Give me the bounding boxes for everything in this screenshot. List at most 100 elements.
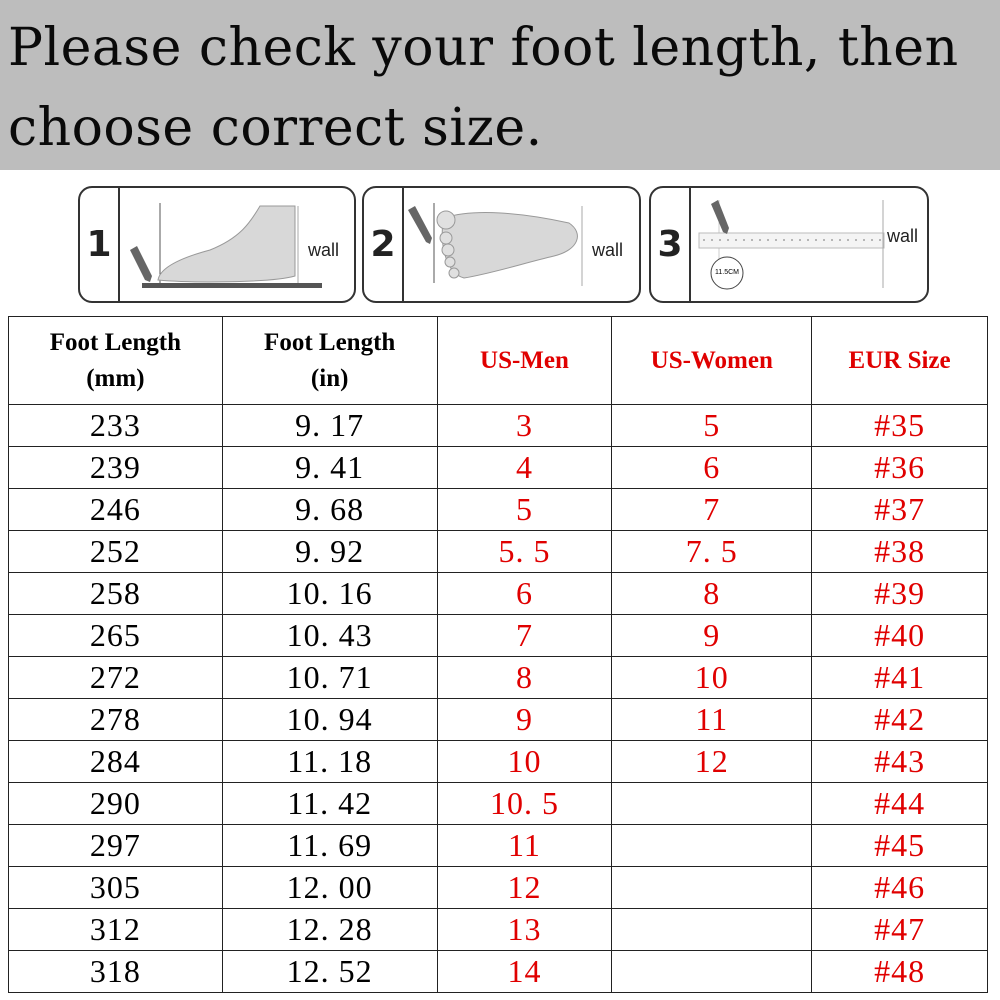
- header-us-women: US-Women: [611, 316, 813, 405]
- cell-foot-length-mm: 290: [8, 782, 223, 825]
- cell-foot-length-in: 10. 94: [221, 698, 438, 741]
- cell-foot-length-in: 12. 52: [221, 950, 438, 993]
- cell-eur-size: #39: [811, 572, 988, 615]
- cell-us-women: 11: [611, 698, 813, 741]
- cell-us-men: 14: [436, 950, 613, 993]
- cell-us-women: [611, 824, 813, 867]
- pencil-icon: [130, 246, 152, 282]
- cell-us-women: 6: [611, 446, 813, 489]
- cell-foot-length-in: 11. 69: [221, 824, 438, 867]
- cell-us-men: 11: [436, 824, 613, 867]
- cell-foot-length-mm: 297: [8, 824, 223, 867]
- size-chart-table: Foot Length (mm) Foot Length (in) US-Men U…: [8, 316, 988, 993]
- cell-eur-size: #48: [811, 950, 988, 993]
- table-row: 305 12. 00 12 #46: [8, 866, 988, 909]
- cell-us-women: 9: [611, 614, 813, 657]
- cell-us-women: [611, 782, 813, 825]
- cell-foot-length-in: 9. 41: [221, 446, 438, 489]
- step-number: 1: [80, 188, 120, 301]
- table-row: 246 9. 68 5 7 #37: [8, 488, 988, 531]
- table-row: 290 11. 42 10. 5 #44: [8, 782, 988, 825]
- header-eur-size: EUR Size: [811, 316, 988, 405]
- cell-foot-length-mm: 239: [8, 446, 223, 489]
- foot-top-illustration: [408, 203, 583, 286]
- step-2-panel: 2 wall: [362, 186, 641, 303]
- table-row: 312 12. 28 13 #47: [8, 908, 988, 951]
- cell-foot-length-in: 9. 68: [221, 488, 438, 531]
- cell-us-women: 5: [611, 404, 813, 447]
- cell-foot-length-in: 11. 18: [221, 740, 438, 783]
- cell-foot-length-in: 9. 92: [221, 530, 438, 573]
- header-us-men: US-Men: [436, 316, 613, 405]
- title-banner: Please check your foot length, then choo…: [0, 0, 1000, 170]
- table-row: 258 10. 16 6 8 #39: [8, 572, 988, 615]
- cell-foot-length-mm: 278: [8, 698, 223, 741]
- cell-us-men: 5: [436, 488, 613, 531]
- cell-us-women: 7: [611, 488, 813, 531]
- table-row: 297 11. 69 11 #45: [8, 824, 988, 867]
- cell-eur-size: #36: [811, 446, 988, 489]
- cell-foot-length-mm: 258: [8, 572, 223, 615]
- step-1-panel: 1 wall: [78, 186, 356, 303]
- cell-us-men: 4: [436, 446, 613, 489]
- step-number: 3: [651, 188, 691, 301]
- table-row: 239 9. 41 4 6 #36: [8, 446, 988, 489]
- cell-eur-size: #43: [811, 740, 988, 783]
- cell-foot-length-mm: 233: [8, 404, 223, 447]
- cell-us-women: 12: [611, 740, 813, 783]
- cell-foot-length-in: 12. 00: [221, 866, 438, 909]
- cell-eur-size: #40: [811, 614, 988, 657]
- cell-foot-length-in: 12. 28: [221, 908, 438, 951]
- table-row: 278 10. 94 9 11 #42: [8, 698, 988, 741]
- banner-title: Please check your foot length, then choo…: [8, 18, 959, 158]
- cell-foot-length-mm: 305: [8, 866, 223, 909]
- cell-us-women: 7. 5: [611, 530, 813, 573]
- cell-us-men: 10: [436, 740, 613, 783]
- cell-eur-size: #41: [811, 656, 988, 699]
- pencil-icon: [711, 200, 729, 234]
- table-row: 265 10. 43 7 9 #40: [8, 614, 988, 657]
- cell-us-men: 5. 5: [436, 530, 613, 573]
- cell-eur-size: #47: [811, 908, 988, 951]
- table-row: 233 9. 17 3 5 #35: [8, 404, 988, 447]
- cell-us-men: 7: [436, 614, 613, 657]
- step-3-panel: 3 11.5CM wall: [649, 186, 929, 303]
- cell-us-men: 3: [436, 404, 613, 447]
- cell-us-men: 10. 5: [436, 782, 613, 825]
- table-row: 284 11. 18 10 12 #43: [8, 740, 988, 783]
- cell-foot-length-mm: 272: [8, 656, 223, 699]
- wall-label: wall: [887, 226, 919, 246]
- cell-eur-size: #42: [811, 698, 988, 741]
- cell-foot-length-in: 10. 71: [221, 656, 438, 699]
- measure-label: 11.5CM: [715, 269, 739, 276]
- wall-label: wall: [592, 240, 624, 260]
- foot-side-illustration: [130, 203, 322, 288]
- step-number: 2: [364, 188, 404, 301]
- cell-foot-length-in: 10. 16: [221, 572, 438, 615]
- header-row: Foot Length (mm) Foot Length (in) US-Men U…: [8, 316, 988, 405]
- cell-eur-size: #37: [811, 488, 988, 531]
- cell-foot-length-mm: 252: [8, 530, 223, 573]
- pencil-icon: [408, 206, 432, 244]
- cell-eur-size: #44: [811, 782, 988, 825]
- cell-eur-size: #46: [811, 866, 988, 909]
- cell-eur-size: #45: [811, 824, 988, 867]
- cell-foot-length-mm: 284: [8, 740, 223, 783]
- cell-foot-length-mm: 246: [8, 488, 223, 531]
- cell-foot-length-in: 9. 17: [221, 404, 438, 447]
- cell-foot-length-mm: 318: [8, 950, 223, 993]
- cell-eur-size: #35: [811, 404, 988, 447]
- cell-foot-length-in: 11. 42: [221, 782, 438, 825]
- cell-foot-length-in: 10. 43: [221, 614, 438, 657]
- cell-us-men: 12: [436, 866, 613, 909]
- table-row: 272 10. 71 8 10 #41: [8, 656, 988, 699]
- table-row: 318 12. 52 14 #48: [8, 950, 988, 993]
- cell-us-women: [611, 866, 813, 909]
- wall-label: wall: [308, 240, 340, 260]
- ruler-illustration: [698, 200, 885, 290]
- cell-us-women: [611, 950, 813, 993]
- cell-us-women: [611, 908, 813, 951]
- cell-us-men: 6: [436, 572, 613, 615]
- table-row: 252 9. 92 5. 5 7. 5 #38: [8, 530, 988, 573]
- cell-eur-size: #38: [811, 530, 988, 573]
